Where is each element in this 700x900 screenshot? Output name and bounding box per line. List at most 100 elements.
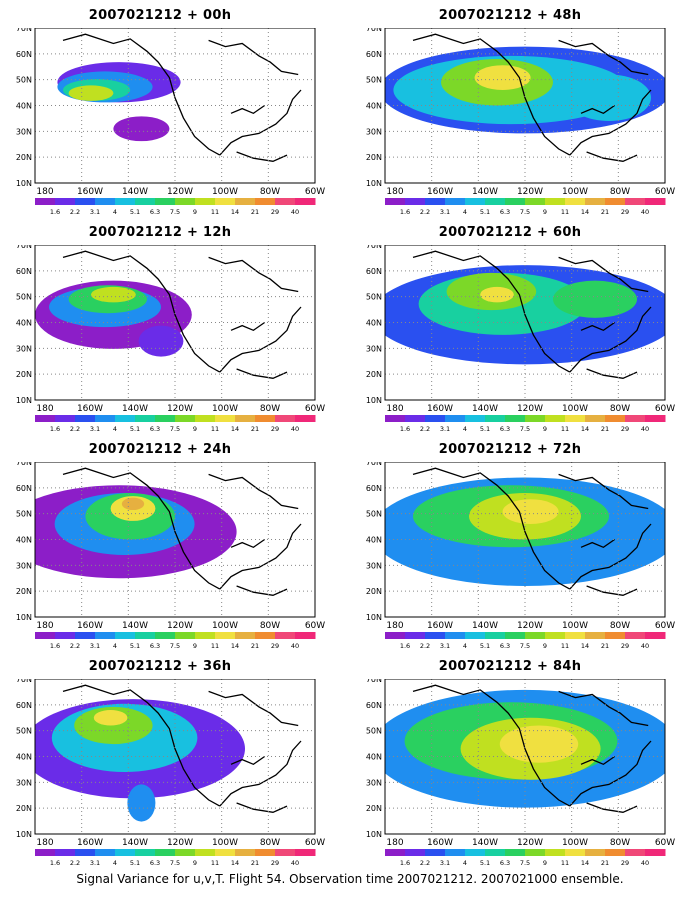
colorbar-label: 9 bbox=[193, 859, 197, 867]
colorbar-label: 6.3 bbox=[150, 642, 160, 650]
lon-tick-label: 60W bbox=[305, 404, 325, 414]
colorbar-label: 4 bbox=[463, 208, 467, 216]
colorbar-label: 2.2 bbox=[420, 208, 430, 216]
lat-tick-label: 20N bbox=[16, 153, 32, 162]
coastline bbox=[230, 755, 265, 766]
lat-tick-label: 40N bbox=[16, 536, 32, 545]
colorbar-label: 40 bbox=[291, 859, 299, 867]
colorbar-label: 21 bbox=[601, 859, 609, 867]
lon-tick-label: 160W bbox=[427, 187, 453, 197]
colorbar-label: 21 bbox=[601, 642, 609, 650]
figure-caption: Signal Variance for u,v,T. Flight 54. Ob… bbox=[76, 872, 624, 886]
colorbar-label: 4 bbox=[463, 859, 467, 867]
coastline bbox=[62, 684, 221, 807]
colorbar-label: 29 bbox=[621, 642, 629, 650]
lat-tick-label: 20N bbox=[16, 804, 32, 813]
colorbar-label: 21 bbox=[251, 859, 259, 867]
colorbar-swatch bbox=[215, 198, 236, 205]
colorbar-label: 40 bbox=[641, 208, 649, 216]
variance-map: 70N 60N 50N 40N 30N 20N 10N 180 160W 140W 120W 100W… bbox=[366, 679, 675, 867]
lon-tick-label: 60W bbox=[655, 404, 675, 414]
variance-map: 70N 60N 50N 40N 30N 20N 10N 180 160W 140W 120W 100W… bbox=[366, 462, 675, 650]
lon-tick-label: 140W bbox=[472, 621, 498, 631]
colorbar-label: 2.2 bbox=[70, 208, 80, 216]
colorbar-label: 4 bbox=[463, 425, 467, 433]
variance-contour bbox=[138, 325, 184, 357]
lon-tick-label: 140W bbox=[472, 187, 498, 197]
colorbar-label: 11 bbox=[561, 425, 569, 433]
colorbar-swatch bbox=[135, 198, 156, 205]
colorbar-label: 9 bbox=[543, 425, 547, 433]
colorbar-swatch bbox=[425, 415, 446, 422]
colorbar-swatch bbox=[255, 415, 276, 422]
colorbar-swatch bbox=[405, 849, 426, 856]
colorbar-label: 3.1 bbox=[440, 859, 450, 867]
coastline bbox=[586, 802, 638, 813]
colorbar-swatch bbox=[115, 849, 136, 856]
coastline bbox=[62, 250, 221, 373]
map-panel: 2007021212 + 12h 70N 60N 50N 40N 30N 20N 10N 180… bbox=[0, 225, 325, 435]
map-frame bbox=[34, 245, 316, 401]
lat-tick-label: 50N bbox=[366, 727, 382, 736]
lon-tick-label: 180 bbox=[386, 404, 403, 414]
colorbar-swatch bbox=[505, 849, 526, 856]
colorbar-swatch bbox=[385, 415, 406, 422]
colorbar-label: 29 bbox=[271, 642, 279, 650]
map-frame bbox=[34, 28, 316, 184]
colorbar-label: 11 bbox=[561, 642, 569, 650]
colorbar-label: 2.2 bbox=[420, 425, 430, 433]
lon-tick-label: 180 bbox=[386, 838, 403, 848]
colorbar-swatch bbox=[35, 198, 56, 205]
colorbar-swatch bbox=[235, 849, 256, 856]
colorbar-swatch bbox=[115, 632, 136, 639]
lat-tick-label: 70N bbox=[366, 245, 382, 250]
lat-tick-label: 70N bbox=[16, 245, 32, 250]
colorbar-swatch bbox=[235, 632, 256, 639]
variance-contour bbox=[74, 706, 153, 745]
coastline bbox=[586, 151, 638, 162]
lon-tick-label: 80W bbox=[610, 404, 630, 414]
colorbar-label: 40 bbox=[641, 425, 649, 433]
colorbar-label: 14 bbox=[581, 859, 589, 867]
coastline bbox=[412, 684, 571, 807]
lat-tick-label: 20N bbox=[16, 370, 32, 379]
lat-tick-label: 20N bbox=[366, 587, 382, 596]
colorbar-swatch bbox=[195, 849, 216, 856]
colorbar-label: 4 bbox=[113, 208, 117, 216]
colorbar-label: 29 bbox=[271, 859, 279, 867]
colorbar-swatch bbox=[625, 632, 646, 639]
colorbar-label: 5.1 bbox=[130, 425, 140, 433]
colorbar-swatch bbox=[215, 632, 236, 639]
lat-tick-label: 70N bbox=[16, 679, 32, 684]
colorbar-label: 6.3 bbox=[500, 642, 510, 650]
lon-tick-label: 180 bbox=[36, 838, 53, 848]
lon-tick-label: 120W bbox=[167, 838, 193, 848]
colorbar-swatch bbox=[35, 632, 56, 639]
colorbar-label: 6.3 bbox=[150, 425, 160, 433]
colorbar-swatch bbox=[75, 198, 96, 205]
colorbar-swatch bbox=[55, 415, 76, 422]
colorbar-swatch bbox=[525, 415, 546, 422]
colorbar-swatch bbox=[215, 415, 236, 422]
colorbar-swatch bbox=[645, 632, 666, 639]
colorbar-swatch bbox=[445, 849, 466, 856]
coastline bbox=[580, 538, 615, 549]
colorbar-swatch bbox=[445, 198, 466, 205]
map-frame bbox=[384, 28, 666, 184]
colorbar-swatch bbox=[545, 415, 566, 422]
colorbar-label: 4 bbox=[113, 642, 117, 650]
colorbar-label: 14 bbox=[231, 859, 239, 867]
lon-tick-label: 120W bbox=[167, 621, 193, 631]
map-frame bbox=[384, 462, 666, 618]
lon-tick-label: 60W bbox=[655, 838, 675, 848]
coastline bbox=[580, 755, 615, 766]
lat-tick-label: 50N bbox=[366, 510, 382, 519]
lat-tick-label: 50N bbox=[16, 293, 32, 302]
lon-tick-label: 100W bbox=[562, 404, 588, 414]
variance-contour bbox=[480, 286, 514, 303]
coastline bbox=[219, 89, 302, 156]
colorbar-swatch bbox=[195, 415, 216, 422]
colorbar-swatch bbox=[135, 632, 156, 639]
colorbar-label: 2.2 bbox=[70, 425, 80, 433]
coastline bbox=[208, 39, 299, 76]
